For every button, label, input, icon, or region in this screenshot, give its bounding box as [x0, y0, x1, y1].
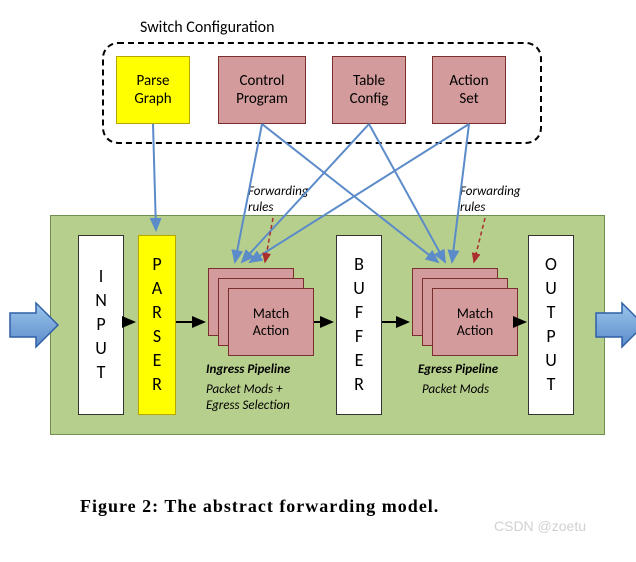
diagram-canvas: { "config": { "title": "Switch Configura…: [0, 0, 636, 562]
figure-caption: Figure 2: The abstract forwarding model.: [80, 496, 439, 517]
arrow-parse-to-parser-icon: [0, 0, 636, 562]
watermark: CSDN @zoetu: [494, 518, 586, 534]
